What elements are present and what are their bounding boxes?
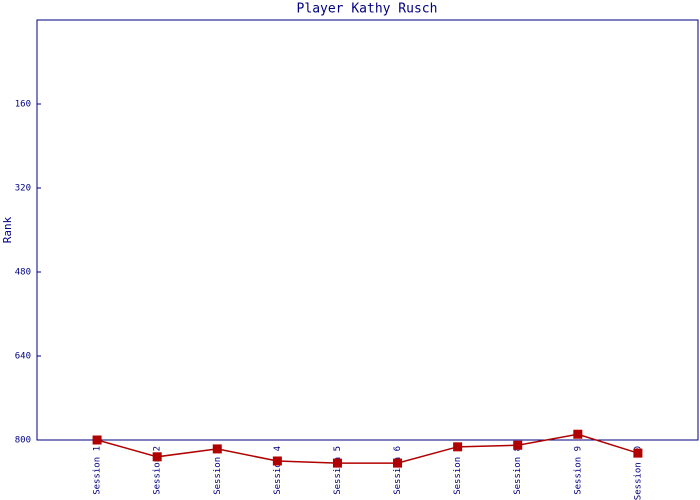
point	[513, 440, 523, 450]
point	[92, 435, 102, 445]
x-tick-label: Session 2	[153, 446, 163, 495]
point	[332, 458, 342, 468]
x-tick-label: Session 6	[393, 446, 403, 495]
x-tick-label: Session 8	[513, 446, 523, 495]
y-tick-label: 480	[15, 268, 31, 278]
x-tick-label: Session 3	[213, 446, 223, 495]
point	[393, 458, 403, 468]
y-tick-label: 160	[15, 100, 31, 110]
chart-title: Player Kathy Rusch	[297, 2, 438, 17]
x-tick-label: Session 4	[273, 446, 283, 495]
point	[633, 448, 643, 458]
point	[212, 444, 222, 454]
point	[152, 452, 162, 462]
y-tick-label: 640	[15, 352, 31, 362]
x-tick-label: Session 1	[93, 446, 103, 495]
x-tick-label: Session 7	[453, 446, 463, 495]
plot-frame	[36, 19, 699, 441]
x-tick-label: Session 9	[573, 446, 583, 495]
y-tick-label: 800	[15, 436, 31, 446]
x-tick-label: Session 5	[333, 446, 343, 495]
y-tick-label: 320	[15, 184, 31, 194]
y-axis-label: Rank	[1, 216, 14, 243]
series-line	[96, 433, 639, 464]
point	[573, 429, 583, 439]
x-tick-label: Session 10	[633, 446, 643, 500]
point	[453, 442, 463, 452]
point	[272, 456, 282, 466]
